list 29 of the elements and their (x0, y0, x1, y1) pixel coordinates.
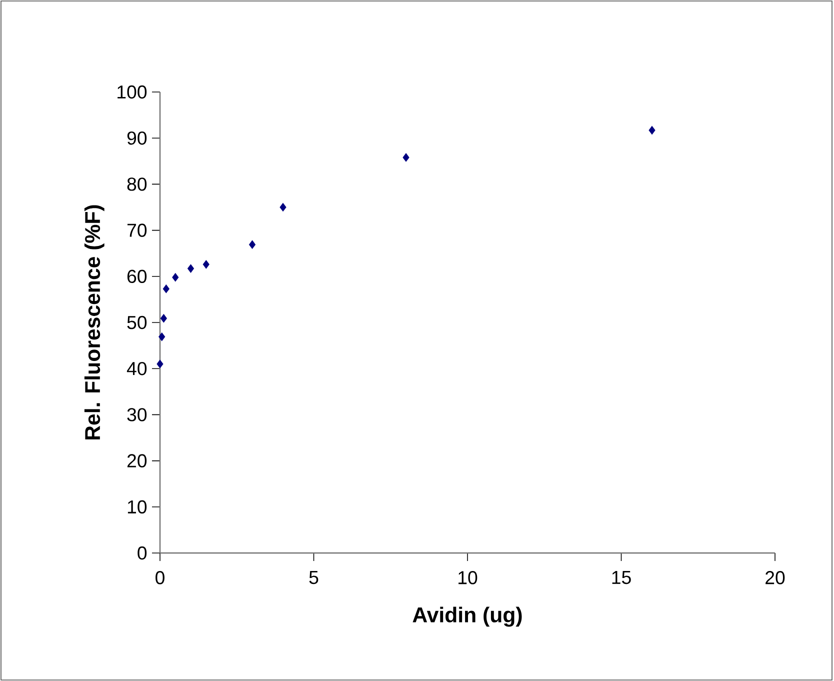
y-tick-label: 40 (126, 362, 147, 376)
x-tick-label: 5 (309, 571, 318, 584)
point (280, 202, 286, 212)
point (162, 284, 170, 294)
y-tick-label: 30 (127, 408, 147, 422)
y-tick-label: 0 (138, 546, 147, 560)
y-tick-label: 20 (127, 454, 147, 468)
point (648, 126, 656, 135)
point (172, 273, 179, 282)
point (158, 332, 166, 342)
y-tick-label: 70 (127, 224, 147, 237)
y-axis-title: Rel. Fluorescence (%F) (84, 205, 104, 440)
x-tick-label: 0 (156, 571, 164, 584)
y-tick-label: 50 (127, 316, 147, 330)
y-tick-label: 80 (127, 178, 147, 191)
x-tick-label: 20 (766, 571, 785, 584)
y-tick-label: 10 (128, 500, 147, 514)
point (402, 153, 410, 162)
y-tick-label: 100 (118, 85, 147, 99)
x-tick-label: 15 (612, 571, 631, 584)
point (248, 240, 256, 249)
point (187, 264, 194, 273)
y-tick-label: 60 (127, 270, 147, 284)
point (160, 314, 167, 323)
x-axis-title: Avidin (ug) (412, 606, 522, 627)
point (156, 360, 164, 368)
x-tick-label: 10 (458, 571, 478, 584)
y-tick-label: 90 (127, 131, 147, 145)
point (202, 260, 210, 269)
